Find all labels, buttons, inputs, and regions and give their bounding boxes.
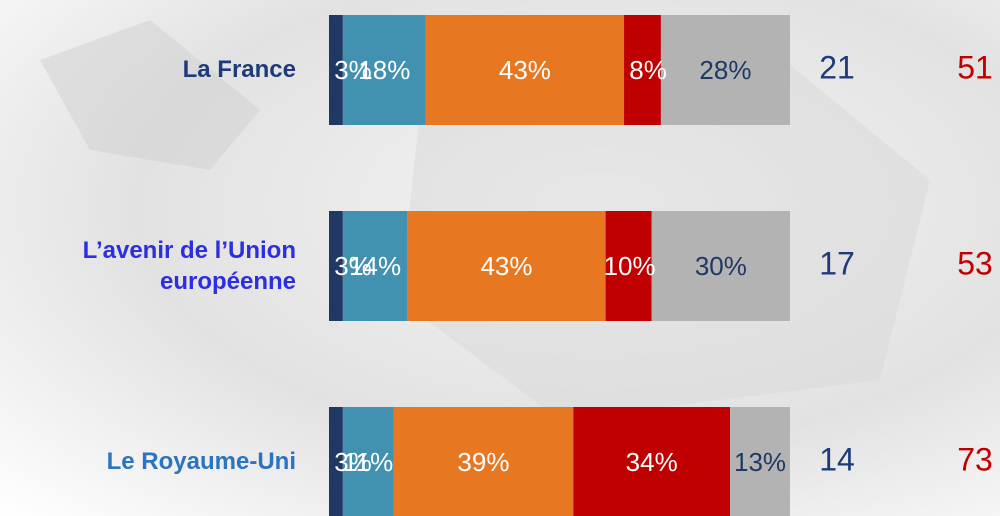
bar-segment [329,15,343,125]
bar-segment [342,407,394,516]
side-value: 21 [819,49,855,85]
value-label: 10% [604,251,656,281]
background-puzzle [40,20,260,170]
side-value: 73 [957,441,993,477]
category-label: La France [182,56,296,84]
bar-segment [393,407,574,516]
value-label: 3% [334,447,372,477]
value-label: 30% [695,251,747,281]
value-label: 3% [334,251,372,281]
value-label: 43% [480,251,532,281]
bar-segment [573,407,731,516]
value-label: 14% [349,251,401,281]
bar-segment [605,211,652,321]
category-label: Le Royaume-Uni [106,448,296,476]
bar-segment [624,15,661,125]
bar-segment [651,211,790,321]
bar-segment [407,211,606,321]
bar-segment [329,211,343,321]
value-label: 34% [626,447,678,477]
value-label: 28% [699,55,751,85]
side-value: 17 [819,245,855,281]
category-label: L’avenir de l’Union européenne [82,236,296,295]
value-label: 39% [457,447,509,477]
side-value: 53 [957,245,993,281]
value-label: 13% [734,447,786,477]
value-label: 11% [343,447,393,477]
bar-segment [329,407,343,516]
value-label: 18% [358,55,410,85]
value-label: 43% [499,55,551,85]
side-value: 14 [819,441,855,477]
bar-segment [660,15,790,125]
value-label: 8% [629,55,667,85]
bar-segment [730,407,790,516]
bar-segment [342,15,426,125]
bar-segment [425,15,625,125]
bar-segment [342,211,408,321]
value-label: 3% [334,55,372,85]
side-value: 51 [957,49,993,85]
